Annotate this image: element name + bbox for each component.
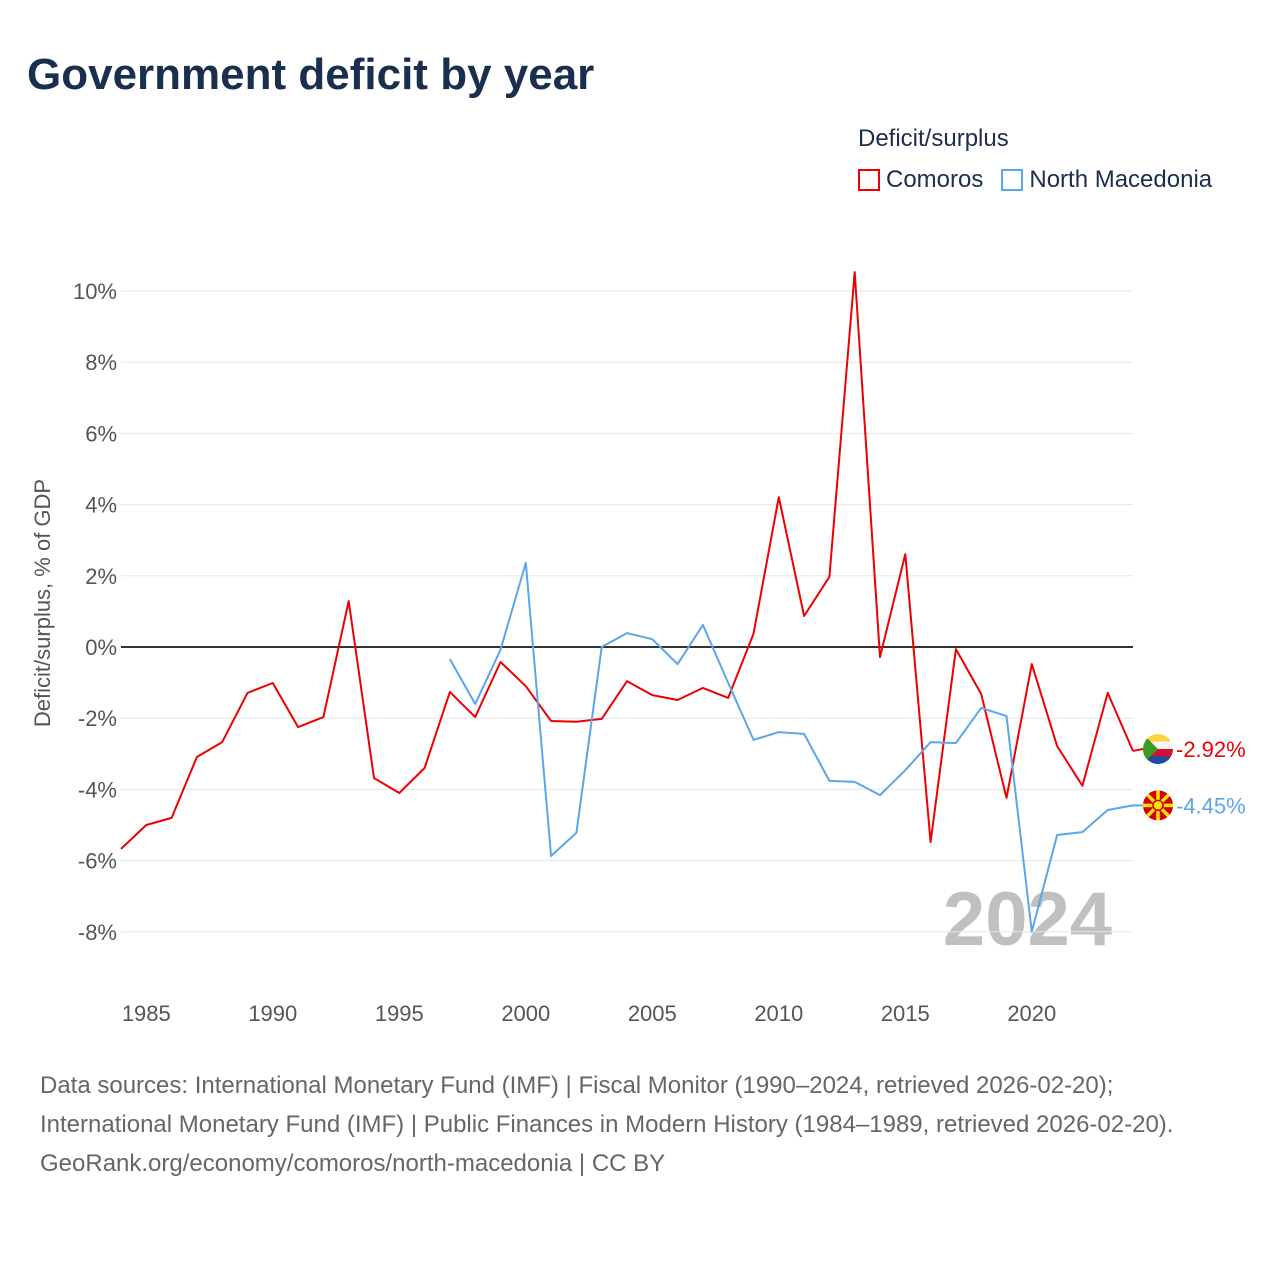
y-tick-label: 4% — [85, 493, 117, 518]
x-tick-label: 2005 — [628, 1001, 677, 1026]
legend-label: Comoros — [886, 166, 984, 193]
comoros-flag-icon — [1143, 734, 1173, 764]
footer: Data sources: International Monetary Fun… — [40, 1066, 1240, 1183]
legend-item-north-macedonia[interactable]: North Macedonia — [1001, 166, 1212, 194]
y-tick-label: 2% — [85, 564, 117, 589]
credit-link[interactable]: GeoRank.org/economy/comoros/north-macedo… — [40, 1150, 666, 1177]
legend: Comoros North Macedonia — [858, 166, 1212, 194]
y-tick-label: -6% — [78, 849, 117, 874]
x-tick-label: 1995 — [375, 1001, 424, 1026]
series-line-comoros — [120, 271, 1134, 850]
legend-item-comoros[interactable]: Comoros — [858, 166, 983, 194]
y-tick-label: -2% — [78, 706, 117, 731]
x-tick-label: 1985 — [122, 1001, 171, 1026]
y-tick-label: -8% — [78, 920, 117, 945]
legend-title: Deficit/surplus — [858, 125, 1009, 152]
legend-swatch-comoros — [858, 169, 880, 191]
x-tick-label: 2000 — [501, 1001, 550, 1026]
series-line-north-macedonia — [449, 562, 1134, 933]
legend-label: North Macedonia — [1029, 166, 1213, 193]
y-tick-label: -4% — [78, 777, 117, 802]
end-value-label: -2.92% — [1176, 737, 1246, 762]
x-tick-label: 2010 — [754, 1001, 803, 1026]
legend-swatch-north-macedonia — [1001, 169, 1024, 191]
y-tick-label: 0% — [85, 635, 117, 660]
page-title: Government deficit by year — [27, 50, 595, 99]
north-macedonia-flag-icon — [1143, 790, 1173, 821]
end-connector — [1132, 748, 1144, 752]
data-sources: Data sources: International Monetary Fun… — [40, 1072, 1174, 1138]
y-axis-label: Deficit/surplus, % of GDP — [30, 479, 55, 727]
end-value-label: -4.45% — [1176, 793, 1246, 818]
x-tick-label: 2015 — [881, 1001, 930, 1026]
y-tick-label: 8% — [85, 350, 117, 375]
y-tick-label: 6% — [85, 421, 117, 446]
x-tick-label: 2020 — [1007, 1001, 1056, 1026]
x-tick-label: 1990 — [248, 1001, 297, 1026]
y-tick-label: 10% — [73, 279, 117, 304]
